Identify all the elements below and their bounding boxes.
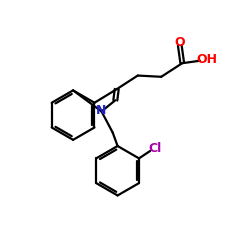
Text: N: N [96, 104, 107, 117]
Text: Cl: Cl [148, 142, 162, 155]
Text: O: O [174, 36, 185, 49]
Text: OH: OH [196, 53, 218, 66]
